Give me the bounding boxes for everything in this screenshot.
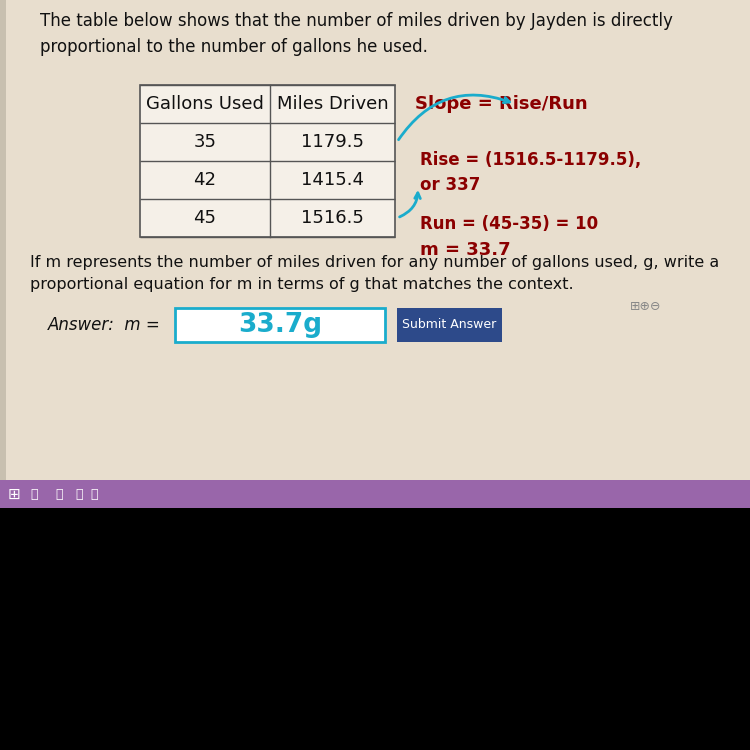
Text: The table below shows that the number of miles driven by Jayden is directly
prop: The table below shows that the number of… — [40, 12, 673, 56]
Text: If m represents the number of miles driven for any number of gallons used, g, wr: If m represents the number of miles driv… — [30, 255, 719, 292]
Text: ⊞⊕⊖: ⊞⊕⊖ — [630, 301, 662, 313]
Text: m = 33.7: m = 33.7 — [420, 241, 511, 259]
FancyBboxPatch shape — [140, 85, 395, 237]
Text: Run = (45-35) = 10: Run = (45-35) = 10 — [420, 215, 598, 233]
Text: Submit Answer: Submit Answer — [402, 319, 496, 332]
Text: 1516.5: 1516.5 — [301, 209, 364, 227]
Text: ⊞: ⊞ — [8, 487, 21, 502]
Text: 🔍: 🔍 — [30, 488, 38, 500]
Text: Gallons Used: Gallons Used — [146, 95, 264, 113]
Text: Rise = (1516.5-1179.5),
or 337: Rise = (1516.5-1179.5), or 337 — [420, 151, 641, 194]
Text: 45: 45 — [194, 209, 217, 227]
FancyBboxPatch shape — [0, 0, 750, 480]
Text: 42: 42 — [194, 171, 217, 189]
Text: Answer:  m =: Answer: m = — [48, 316, 160, 334]
Text: 🌐: 🌐 — [75, 488, 82, 500]
Text: 35: 35 — [194, 133, 217, 151]
FancyBboxPatch shape — [0, 480, 750, 508]
FancyBboxPatch shape — [0, 0, 6, 480]
FancyBboxPatch shape — [397, 308, 502, 342]
Text: 🖥: 🖥 — [55, 488, 62, 500]
Text: 1415.4: 1415.4 — [301, 171, 364, 189]
Text: 33.7g: 33.7g — [238, 312, 322, 338]
Text: 📄: 📄 — [90, 488, 98, 500]
Text: Slope = Rise/Run: Slope = Rise/Run — [415, 95, 588, 113]
FancyBboxPatch shape — [175, 308, 385, 342]
Text: Miles Driven: Miles Driven — [277, 95, 388, 113]
Text: 1179.5: 1179.5 — [301, 133, 364, 151]
